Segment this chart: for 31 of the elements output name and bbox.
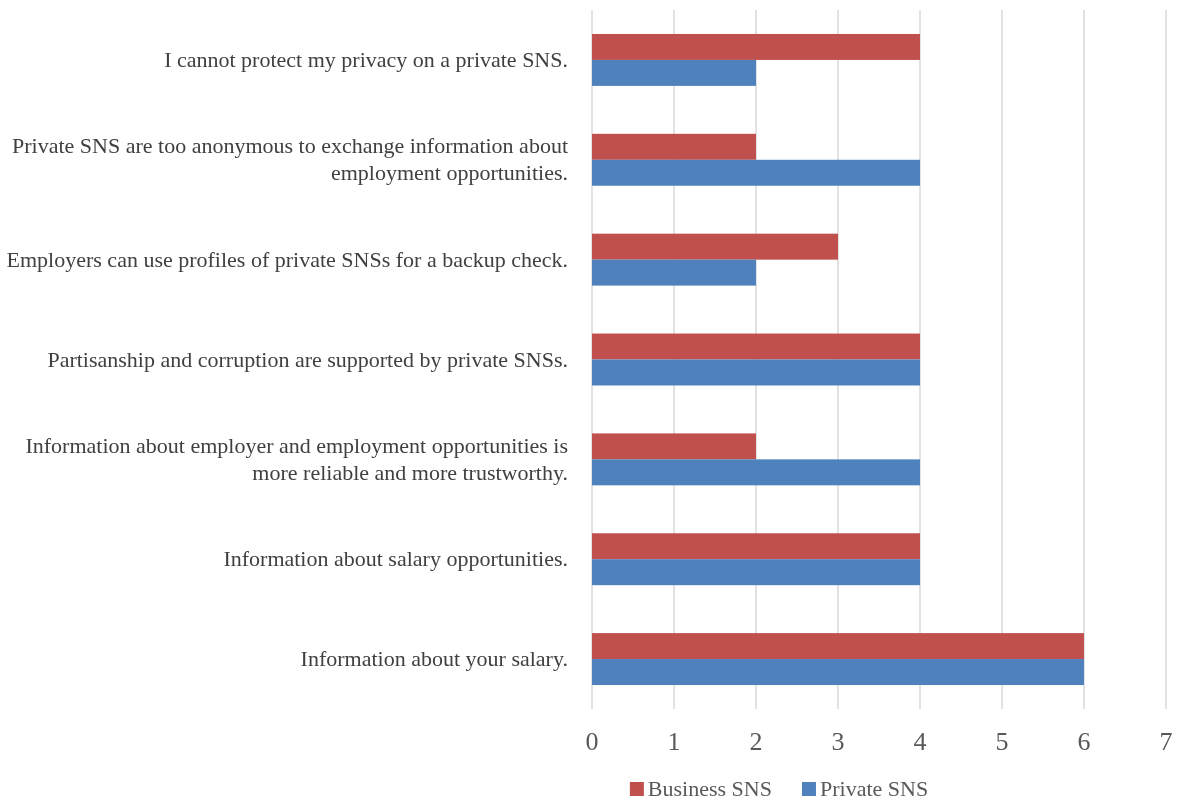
bar bbox=[592, 159, 920, 186]
y-tick-label: Information about employer and employment opportunities is more reliable and more trustworthy. bbox=[25, 432, 568, 485]
y-tick-label: Information about your salary. bbox=[300, 646, 568, 672]
x-tick-label: 4 bbox=[913, 727, 927, 756]
bar bbox=[592, 59, 756, 86]
y-tick-label: I cannot protect my privacy on a private SNS. bbox=[164, 46, 568, 72]
bar bbox=[592, 333, 920, 360]
bar bbox=[592, 259, 756, 286]
y-tick-label: Private SNS are too anonymous to exchange information about employment opportunities. bbox=[12, 133, 568, 186]
y-tick-label: Information about salary opportunities. bbox=[223, 546, 568, 572]
bar bbox=[592, 233, 838, 260]
bar bbox=[592, 133, 756, 160]
legend-label: Private SNS bbox=[819, 776, 929, 801]
x-tick-label: 0 bbox=[585, 727, 599, 756]
bar bbox=[592, 359, 920, 386]
x-tick-label: 7 bbox=[1159, 727, 1173, 756]
legend-label: Business SNS bbox=[647, 776, 772, 801]
x-tick-label: 1 bbox=[667, 727, 681, 756]
bar bbox=[592, 33, 920, 60]
x-tick-label: 6 bbox=[1077, 727, 1091, 756]
x-tick-label: 3 bbox=[831, 727, 845, 756]
y-tick-label: Employers can use profiles of private SNSs for a backup check. bbox=[6, 246, 568, 272]
bar bbox=[592, 659, 1084, 686]
x-tick-label: 5 bbox=[995, 727, 1009, 756]
bar bbox=[592, 533, 920, 560]
x-tick-label: 2 bbox=[749, 727, 763, 756]
bar bbox=[592, 433, 756, 460]
bar bbox=[592, 633, 1084, 660]
bar bbox=[592, 459, 920, 486]
y-tick-label: Partisanship and corruption are supported by private SNSs. bbox=[47, 346, 568, 372]
bar bbox=[592, 559, 920, 586]
